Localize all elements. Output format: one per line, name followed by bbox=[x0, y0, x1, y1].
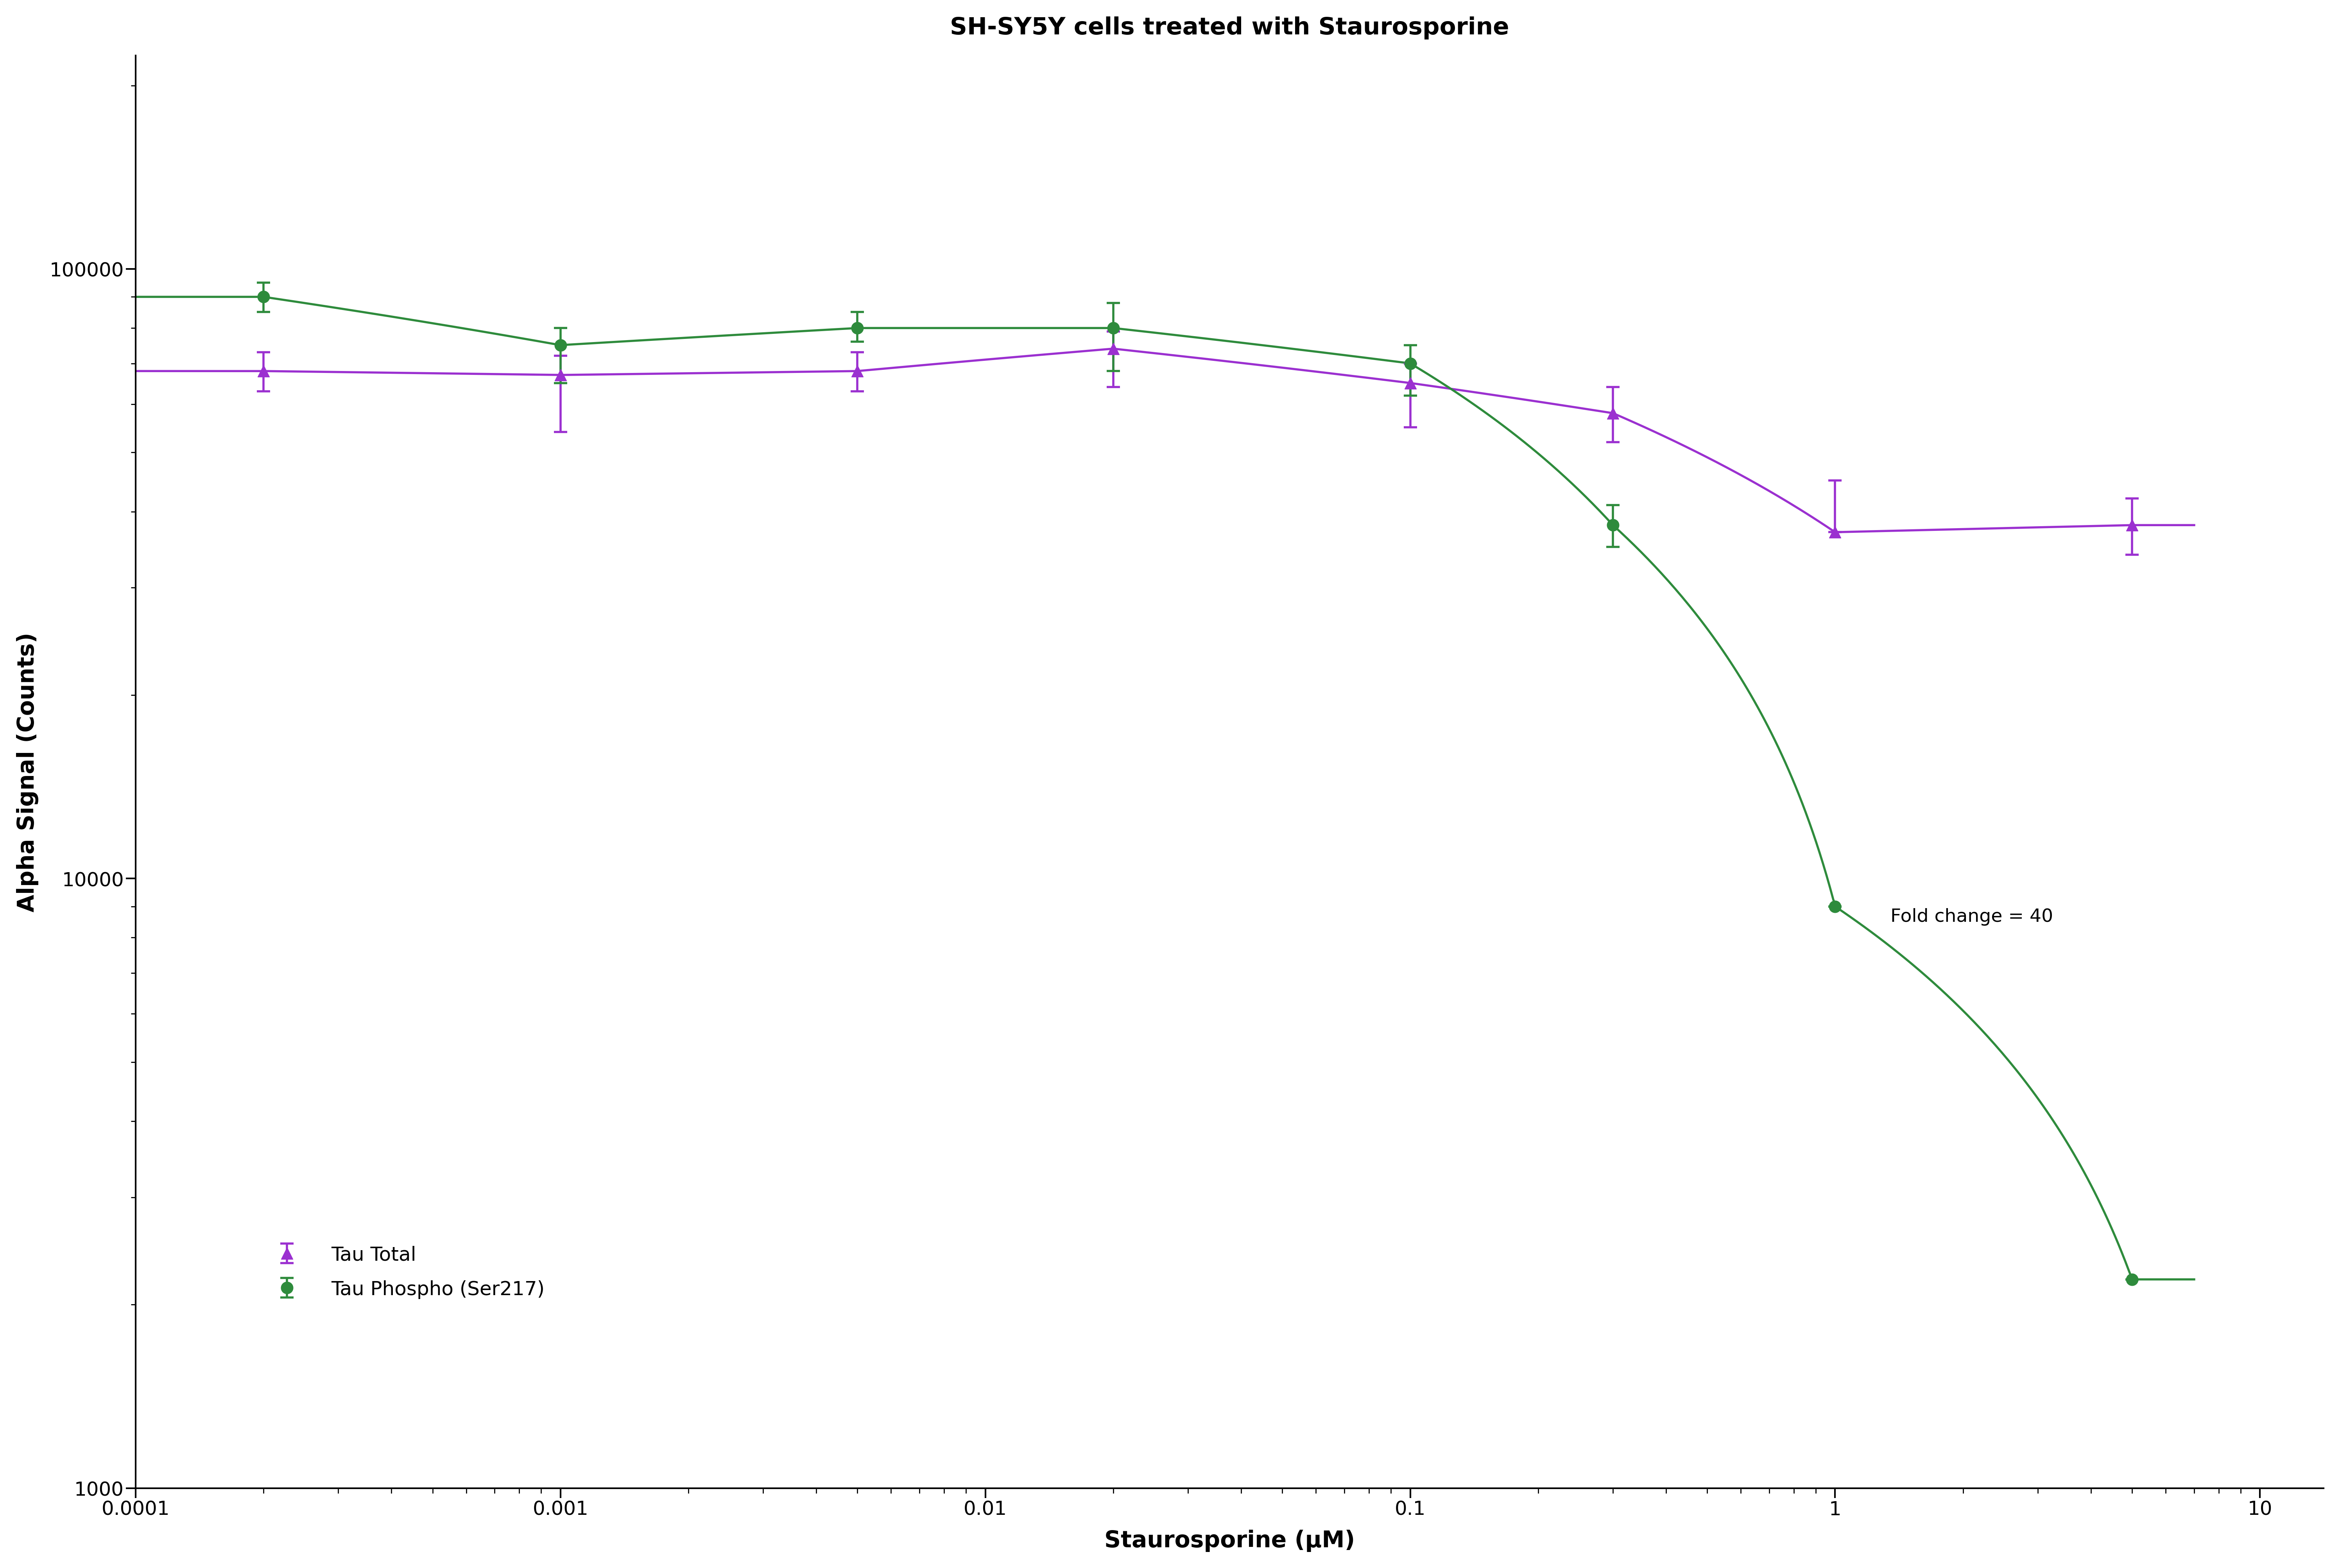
Text: Fold change = 40: Fold change = 40 bbox=[1891, 908, 2052, 925]
Title: SH-SY5Y cells treated with Staurosporine: SH-SY5Y cells treated with Staurosporine bbox=[950, 16, 1509, 39]
Legend: Tau Total, Tau Phospho (Ser217): Tau Total, Tau Phospho (Ser217) bbox=[255, 1237, 552, 1306]
Y-axis label: Alpha Signal (Counts): Alpha Signal (Counts) bbox=[16, 632, 37, 913]
X-axis label: Staurosporine (μM): Staurosporine (μM) bbox=[1104, 1529, 1355, 1552]
